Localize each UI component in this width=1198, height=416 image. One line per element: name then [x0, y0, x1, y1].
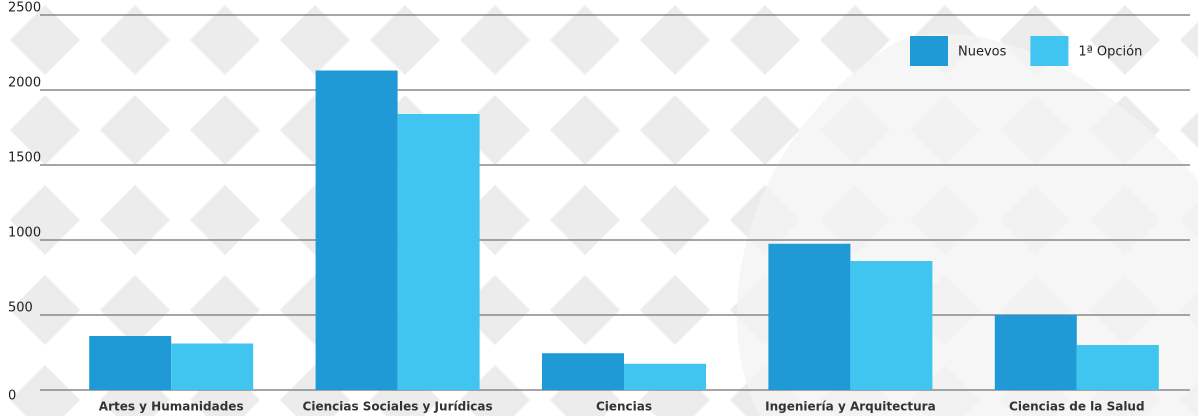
- y-tick-label: 2000: [8, 76, 41, 91]
- y-tick-label: 1000: [8, 226, 41, 241]
- legend-label: Nuevos: [958, 45, 1007, 60]
- x-tick-label: Ciencias: [596, 400, 652, 414]
- bar: [171, 343, 254, 390]
- bar: [1076, 345, 1159, 390]
- bar: [542, 353, 624, 390]
- y-tick-label: 2500: [8, 1, 41, 16]
- bar: [89, 336, 172, 390]
- legend-swatch: [1030, 36, 1069, 66]
- legend-swatch: [910, 36, 948, 66]
- legend-label: 1ª Opción: [1078, 45, 1142, 60]
- bar: [850, 261, 933, 390]
- bar: [315, 70, 398, 390]
- x-tick-label: Artes y Humanidades: [99, 400, 244, 414]
- bar: [994, 315, 1077, 390]
- bar: [397, 114, 480, 390]
- y-tick-label: 1500: [8, 151, 41, 166]
- bar: [768, 243, 851, 390]
- x-tick-label: Ciencias Sociales y Jurídicas: [303, 400, 493, 414]
- x-tick-label: Ingeniería y Arquitectura: [765, 400, 936, 414]
- y-tick-label: 0: [8, 389, 16, 404]
- x-tick-label: Ciencias de la Salud: [1009, 400, 1145, 414]
- y-tick-label: 500: [8, 301, 33, 316]
- bar: [624, 363, 706, 390]
